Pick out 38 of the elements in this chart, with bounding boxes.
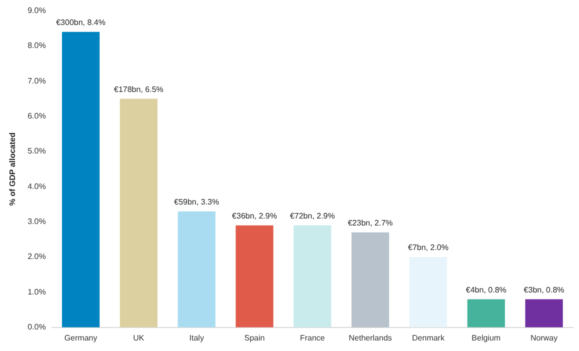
y-tick-label: 7.0% — [28, 76, 46, 86]
bar — [62, 32, 100, 328]
bar — [294, 225, 332, 328]
bar — [178, 211, 216, 328]
y-tick-label: 6.0% — [28, 112, 46, 121]
bar — [467, 299, 505, 328]
bar — [352, 232, 390, 328]
data-label: €59bn, 3.3% — [174, 198, 220, 207]
y-tick-label: 1.0% — [28, 287, 46, 296]
y-axis-title: % of GDP allocated — [8, 132, 18, 206]
y-tick-label: 8.0% — [28, 41, 46, 50]
y-tick-label: 4.0% — [28, 182, 46, 191]
bar — [525, 299, 563, 328]
data-label: €4bn, 0.8% — [466, 285, 506, 294]
y-tick-label: 3.0% — [28, 217, 46, 226]
y-tick-label: 5.0% — [28, 146, 46, 156]
bar — [236, 225, 274, 328]
x-tick-label: Spain — [244, 333, 265, 342]
x-tick-label: Norway — [530, 333, 558, 342]
x-tick-label: France — [300, 333, 326, 342]
bar — [409, 257, 448, 328]
y-tick-label: 2.0% — [28, 252, 46, 262]
x-tick-label: Germany — [64, 333, 98, 342]
data-label: €3bn, 0.8% — [524, 285, 564, 294]
x-tick-label: UK — [133, 333, 145, 342]
x-tick-label: Italy — [189, 333, 204, 342]
y-tick-label: 9.0% — [28, 6, 46, 16]
data-label: €36bn, 2.9% — [232, 212, 277, 221]
x-tick-label: Denmark — [412, 333, 446, 342]
data-label: €72bn, 2.9% — [290, 212, 335, 221]
data-label: €300bn, 8.4% — [56, 18, 106, 28]
x-tick-label: Belgium — [472, 333, 501, 342]
data-label: €23bn, 2.7% — [348, 218, 393, 228]
x-tick-label: Netherlands — [348, 333, 392, 342]
data-label: €178bn, 6.5% — [114, 84, 164, 94]
data-label: €7bn, 2.0% — [408, 243, 448, 252]
bar — [120, 98, 158, 328]
y-tick-label: 0.0% — [28, 322, 46, 332]
